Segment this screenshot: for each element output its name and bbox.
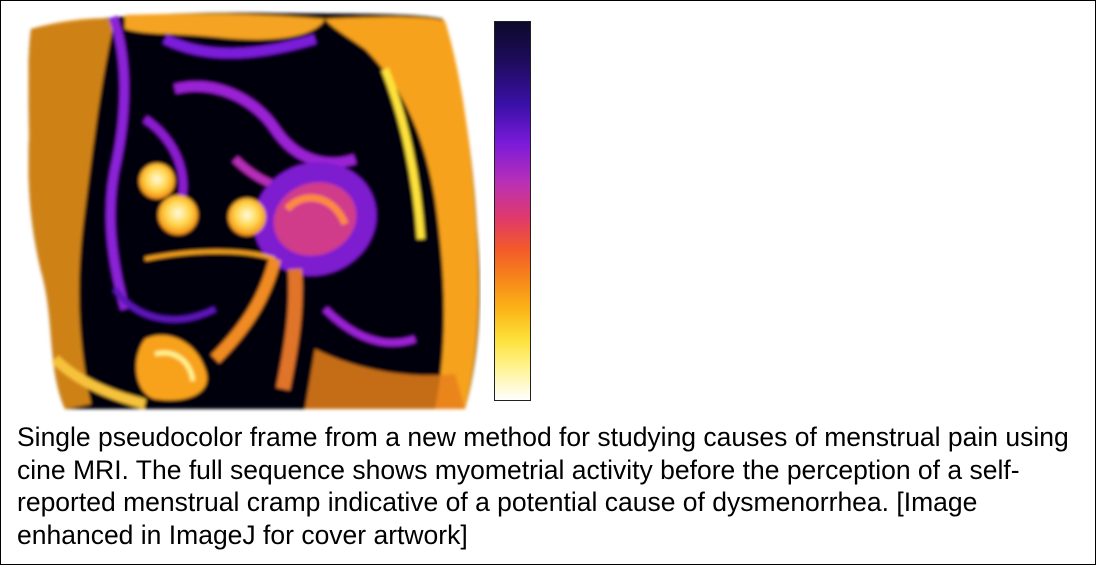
colorbar-legend [494,21,531,401]
mri-pseudocolor-image [25,9,481,414]
figure-caption: Single pseudocolor frame from a new meth… [17,422,1069,550]
